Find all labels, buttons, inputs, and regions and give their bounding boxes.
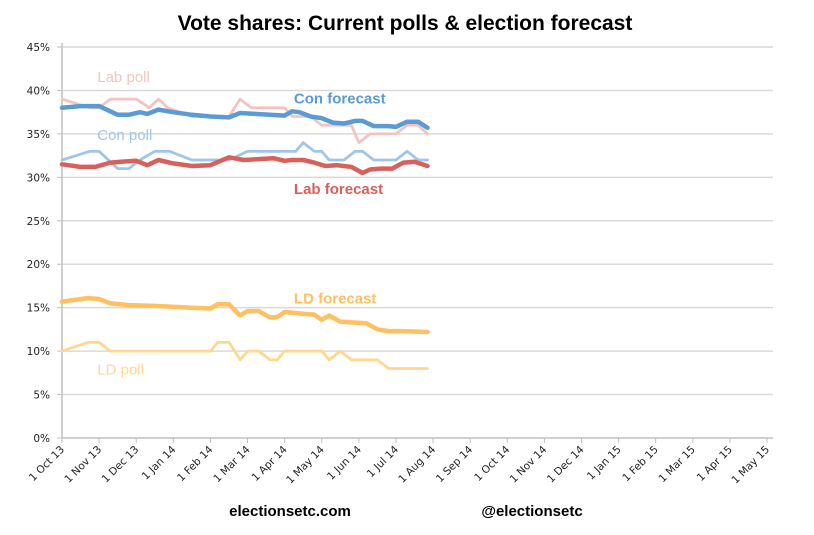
x-tick-label: 1 May 15 <box>729 444 772 487</box>
footer-twitter-handle: @electionsetc <box>481 503 582 520</box>
y-tick-label: 35% <box>27 129 50 141</box>
y-tick-label: 40% <box>27 85 50 97</box>
series-line-lab-poll <box>60 97 429 145</box>
series-label-ld-forecast: LD forecast <box>294 290 377 307</box>
series-line-ld-forecast <box>59 295 430 335</box>
x-tick-label: 1 Nov 13 <box>62 444 104 486</box>
x-tick-label: 1 Oct 13 <box>27 444 67 484</box>
y-tick-label: 45% <box>27 42 50 54</box>
x-tick-label: 1 Dec 14 <box>545 443 587 485</box>
y-tick-label: 15% <box>27 303 50 315</box>
x-tick-label: 1 Nov 14 <box>508 443 550 485</box>
gridlines <box>62 46 773 396</box>
x-tick-label: 1 Jul 14 <box>365 443 402 480</box>
y-axis-ticks: 0% 5% 10% 15% 20% 25% 30% 35% 40% 45% <box>27 42 62 445</box>
series-label-ld-poll: LD poll <box>97 362 144 379</box>
axes <box>61 43 773 439</box>
chart-title: Vote shares: Current polls & election fo… <box>178 12 633 35</box>
x-tick-label: 1 Dec 13 <box>100 444 142 486</box>
series-label-con-poll: Con poll <box>97 127 152 144</box>
series-labels: Lab poll Con forecast Con poll Lab forecast… <box>97 69 385 379</box>
y-tick-label: 10% <box>27 346 50 358</box>
series-line-con-poll <box>60 141 429 171</box>
series-label-lab-forecast: Lab forecast <box>294 181 383 198</box>
x-tick-label: 1 Mar 15 <box>657 444 698 485</box>
x-tick-label: 1 Mar 14 <box>211 443 253 485</box>
x-tick-label: 1 Feb 15 <box>620 444 661 485</box>
y-tick-label: 5% <box>33 390 50 402</box>
y-tick-label: 0% <box>33 433 50 445</box>
series-line-ld-poll <box>60 340 429 370</box>
series-line-lab-forecast <box>59 155 430 176</box>
series-line-con-forecast <box>59 103 430 131</box>
footer-website: electionsetc.com <box>229 503 351 520</box>
series-lines <box>59 97 430 370</box>
x-tick-label: 1 Feb 14 <box>175 443 216 484</box>
x-tick-label: 1 Jan 15 <box>585 444 624 483</box>
x-tick-label: 1 Jun 14 <box>325 443 364 482</box>
x-tick-label: 1 Aug 14 <box>396 443 438 485</box>
series-label-lab-poll: Lab poll <box>97 69 150 86</box>
y-tick-label: 30% <box>27 172 50 184</box>
x-tick-label: 1 May 14 <box>284 443 327 486</box>
series-label-con-forecast: Con forecast <box>294 90 386 107</box>
x-tick-label: 1 Jan 14 <box>140 443 179 482</box>
y-tick-label: 25% <box>27 216 50 228</box>
x-axis-ticks: 1 Oct 131 Nov 131 Dec 131 Jan 141 Feb 14… <box>27 438 772 486</box>
x-tick-label: 1 Oct 14 <box>472 443 512 483</box>
x-tick-label: 1 Sep 14 <box>434 443 476 485</box>
y-tick-label: 20% <box>27 259 50 271</box>
